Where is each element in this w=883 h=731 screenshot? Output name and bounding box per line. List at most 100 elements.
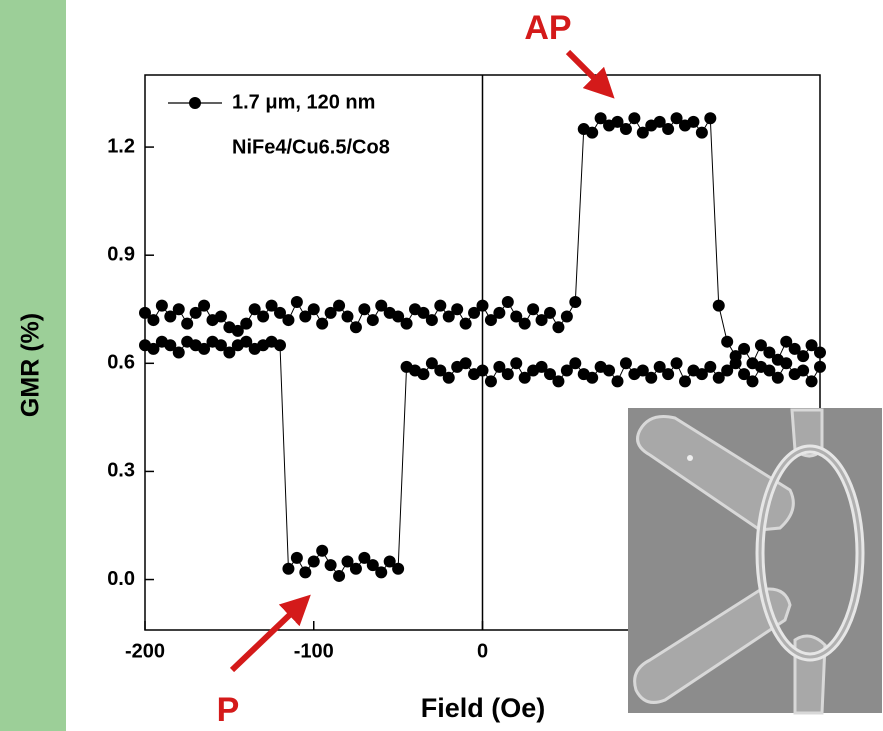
data-point	[662, 123, 675, 136]
data-point	[240, 317, 253, 330]
annotation-ap: AP	[524, 9, 571, 47]
data-point	[484, 375, 497, 388]
data-point	[611, 115, 624, 128]
annotation-p: P	[217, 691, 240, 729]
data-point	[189, 306, 202, 319]
data-point	[316, 544, 329, 557]
data-point	[653, 115, 666, 128]
data-point	[451, 303, 464, 316]
data-point	[417, 306, 430, 319]
data-point	[746, 357, 759, 370]
data-point	[763, 346, 776, 359]
data-point	[366, 559, 379, 572]
data-point	[670, 112, 683, 125]
data-point	[544, 368, 556, 381]
data-point	[392, 310, 405, 323]
data-point	[274, 339, 286, 352]
data-point	[476, 364, 489, 377]
data-point	[425, 357, 438, 370]
data-point	[662, 368, 675, 381]
data-point	[729, 350, 742, 363]
data-point	[738, 368, 751, 381]
data-point	[687, 115, 700, 128]
data-point	[814, 360, 826, 373]
data-point	[510, 310, 523, 323]
data-point	[771, 353, 784, 366]
data-point	[139, 306, 151, 319]
data-point	[290, 551, 303, 564]
data-point	[282, 562, 295, 575]
data-point	[788, 342, 801, 355]
legend-label: 1.7 μm, 120 nm	[232, 91, 375, 113]
data-point	[147, 342, 160, 355]
data-point	[476, 299, 489, 312]
arrow-p	[229, 594, 311, 673]
data-point	[358, 551, 371, 564]
data-point	[527, 303, 540, 316]
data-point	[341, 310, 354, 323]
data-point	[468, 306, 481, 319]
data-point	[349, 321, 362, 334]
data-point	[316, 317, 329, 330]
legend-marker	[189, 97, 201, 109]
data-point	[544, 306, 556, 319]
data-point	[265, 299, 278, 312]
legend-note: NiFe4/Cu6.5/Co8	[232, 136, 390, 158]
data-point	[164, 310, 177, 323]
data-point	[704, 112, 717, 125]
data-point	[805, 375, 818, 388]
data-point	[198, 342, 211, 355]
data-point	[307, 303, 320, 316]
data-point	[738, 342, 751, 355]
data-point	[434, 299, 447, 312]
data-point	[214, 310, 227, 323]
data-point	[560, 310, 573, 323]
data-point	[172, 346, 185, 359]
data-point	[560, 364, 573, 377]
data-point	[248, 303, 261, 316]
data-point	[636, 364, 649, 377]
data-point	[771, 371, 784, 384]
data-point	[653, 360, 666, 373]
data-point	[231, 324, 244, 337]
data-point	[484, 314, 497, 327]
data-point	[366, 314, 379, 327]
data-point	[619, 357, 632, 370]
data-point	[645, 371, 658, 384]
data-point	[619, 123, 632, 136]
data-point	[240, 335, 253, 348]
x-tick-label: -200	[125, 640, 165, 662]
data-point	[518, 317, 531, 330]
data-point	[425, 314, 438, 327]
data-point	[636, 126, 649, 139]
data-point	[434, 364, 447, 377]
data-point	[754, 339, 767, 352]
y-tick-label: 0.6	[107, 352, 135, 374]
data-point	[763, 364, 776, 377]
data-point	[797, 364, 810, 377]
side-strip	[0, 0, 66, 731]
data-point	[375, 566, 388, 579]
data-point	[603, 364, 616, 377]
data-point	[147, 314, 160, 327]
data-point	[214, 339, 227, 352]
data-point	[670, 357, 683, 370]
data-point	[442, 371, 455, 384]
data-point	[274, 306, 286, 319]
data-point	[814, 346, 826, 359]
x-tick-label: -100	[294, 640, 334, 662]
data-point	[746, 375, 759, 388]
y-tick-label: 0.0	[107, 568, 135, 590]
plot-area: 0.00.30.60.91.2-200-10001002001.7 μm, 12…	[107, 74, 837, 662]
data-point	[400, 317, 413, 330]
y-tick-label: 0.3	[107, 460, 135, 482]
data-point	[712, 371, 725, 384]
data-point	[712, 299, 725, 312]
data-point	[797, 350, 810, 363]
data-point	[459, 357, 472, 370]
data-point	[586, 371, 599, 384]
data-point	[721, 335, 734, 348]
data-point	[704, 360, 717, 373]
data-point	[333, 569, 346, 582]
